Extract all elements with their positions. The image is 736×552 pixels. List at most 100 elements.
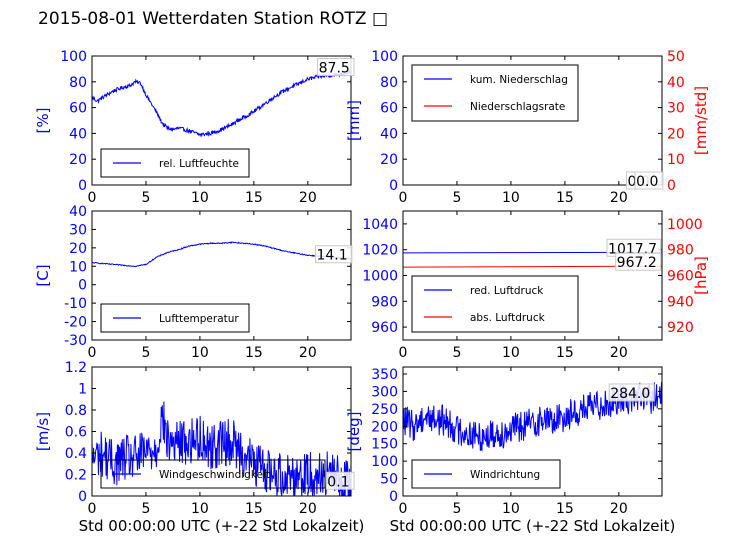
x-tick-label: 0 bbox=[88, 501, 97, 517]
series-line-lufttemperatur bbox=[92, 241, 351, 268]
x-tick-label: 5 bbox=[141, 345, 150, 361]
y-tick-label: 60 bbox=[380, 101, 398, 117]
x-tick-label: 10 bbox=[191, 190, 209, 206]
y-tick-label: 40 bbox=[380, 126, 398, 142]
y-tick-label: -10 bbox=[64, 296, 87, 312]
y-tick-label: 0 bbox=[78, 178, 87, 194]
y-tick-label: 0 bbox=[389, 178, 398, 194]
last-value-box bbox=[615, 252, 662, 271]
y-tick-label: 1 bbox=[78, 382, 87, 398]
x-tick-label: 10 bbox=[191, 345, 209, 361]
x-tick-label: 0 bbox=[88, 190, 97, 206]
figure-title: 2015-08-01 Wetterdaten Station ROTZ □ bbox=[38, 9, 388, 29]
axes-frame bbox=[402, 55, 663, 186]
figure-title-mark: □ bbox=[371, 9, 388, 29]
y-tick-label: 1000 bbox=[362, 269, 398, 285]
y-tick-label: 100 bbox=[371, 49, 398, 65]
y-tick-label: 60 bbox=[69, 101, 87, 117]
series-line-rel-luftfeuchte bbox=[92, 69, 351, 138]
x-tick-label: 5 bbox=[452, 190, 461, 206]
x-tick-label: 10 bbox=[191, 501, 209, 517]
x-tick-label: 10 bbox=[502, 501, 520, 517]
x-axis-label-left: Std 00:00:00 UTC (+-22 Std Lokalzeit) bbox=[79, 517, 365, 535]
y2-tick-label: 20 bbox=[667, 126, 685, 142]
y2-tick-label: 50 bbox=[667, 49, 685, 65]
y-tick-label: 20 bbox=[69, 152, 87, 168]
y-tick-label: 100 bbox=[371, 454, 398, 470]
x-tick-label: 15 bbox=[556, 190, 574, 206]
last-value-label: 0.1 bbox=[327, 474, 349, 490]
legend-frame bbox=[411, 64, 579, 122]
y2-axis-label: [hPa] bbox=[692, 256, 710, 295]
legend: kum. Niederschlag Niederschlagsrate bbox=[411, 64, 579, 122]
series-line-windgeschwindigkeit bbox=[92, 401, 351, 496]
x-tick-label: 0 bbox=[399, 501, 408, 517]
y-tick-label: 250 bbox=[371, 402, 398, 418]
x-tick-label: 5 bbox=[141, 190, 150, 206]
y-tick-label: 200 bbox=[371, 419, 398, 435]
y2-tick-label: 10 bbox=[667, 152, 685, 168]
legend-entry: Niederschlagsrate bbox=[470, 101, 565, 113]
x-tick-label: 20 bbox=[299, 190, 317, 206]
figure-title-text: 2015-08-01 Wetterdaten Station ROTZ bbox=[38, 9, 367, 29]
x-tick-label: 0 bbox=[88, 345, 97, 361]
y-tick-label: 100 bbox=[60, 49, 87, 65]
last-value-box bbox=[314, 245, 353, 264]
last-value-label: 0.0 bbox=[636, 174, 658, 190]
legend-entry: red. Luftdruck bbox=[470, 285, 544, 297]
x-tick-label: 20 bbox=[610, 345, 628, 361]
legend-entry: Lufttemperatur bbox=[159, 313, 239, 325]
legend-entry: Windgeschwindigkeit bbox=[159, 469, 270, 481]
legend: Windrichtung bbox=[411, 459, 561, 489]
x-tick-label: 0 bbox=[399, 190, 408, 206]
legend-frame bbox=[100, 148, 250, 178]
legend-entry: abs. Luftdruck bbox=[470, 312, 546, 324]
y-tick-label: 30 bbox=[69, 222, 87, 238]
y-axis-label: [%] bbox=[34, 108, 52, 134]
x-tick-label: 20 bbox=[610, 501, 628, 517]
y2-tick-label: 960 bbox=[667, 269, 694, 285]
y2-tick-label: 0 bbox=[667, 178, 676, 194]
legend: red. Luftdruck abs. Luftdruck bbox=[411, 275, 579, 333]
y-tick-label: 0.8 bbox=[65, 403, 87, 419]
last-value-label: 14.1 bbox=[316, 248, 347, 264]
y-tick-label: 40 bbox=[69, 126, 87, 142]
legend-entry: Windrichtung bbox=[470, 469, 540, 481]
legend-entry: rel. Luftfeuchte bbox=[159, 158, 239, 170]
y-tick-label: 20 bbox=[380, 152, 398, 168]
y-tick-label: 20 bbox=[69, 241, 87, 257]
last-value-box bbox=[317, 57, 355, 76]
y-tick-label: 80 bbox=[69, 75, 87, 91]
y2-tick-label: 980 bbox=[667, 243, 694, 259]
last-value-box bbox=[608, 383, 655, 402]
y-axis-label: [deg] bbox=[345, 412, 363, 452]
y-tick-label: 980 bbox=[371, 294, 398, 310]
y-tick-label: -30 bbox=[64, 333, 87, 349]
panel-temperature: 0 5 10 15 20 -30 -20 -10 0 10 20 30 40 [C] 14.1 Lufttem… bbox=[34, 204, 353, 361]
legend: rel. Luftfeuchte bbox=[100, 148, 250, 178]
y-tick-label: 0 bbox=[78, 278, 87, 294]
panel-pressure: 0 5 10 15 20 960 980 1000 1020 1040 920 940 960 980 10… bbox=[362, 210, 710, 361]
x-tick-label: 5 bbox=[452, 501, 461, 517]
y2-tick-label: 1000 bbox=[667, 217, 703, 233]
last-value-box bbox=[634, 171, 664, 190]
y2-tick-label: 940 bbox=[667, 294, 694, 310]
axes-frame bbox=[402, 366, 663, 497]
y2-tick-label: 40 bbox=[667, 75, 685, 91]
y-tick-label: 1040 bbox=[362, 217, 398, 233]
x-tick-label: 10 bbox=[502, 345, 520, 361]
y-tick-label: 50 bbox=[380, 472, 398, 488]
y-axis-label: [mm] bbox=[345, 100, 363, 141]
y2-tick-label: 30 bbox=[667, 101, 685, 117]
axes-frame bbox=[91, 55, 352, 186]
y-tick-label: -20 bbox=[64, 315, 87, 331]
last-value-box bbox=[325, 471, 355, 490]
x-tick-label: 15 bbox=[556, 501, 574, 517]
y-tick-label: 350 bbox=[371, 367, 398, 383]
x-tick-label: 5 bbox=[141, 501, 150, 517]
panel-wind-speed: 0 5 10 15 20 0 0.2 0.4 0.6 0.8 1 1.2 [m/s] 0.1 Windges… bbox=[34, 360, 355, 517]
y2-tick-label: 920 bbox=[667, 320, 694, 336]
x-tick-label: 15 bbox=[245, 501, 263, 517]
x-tick-label: 20 bbox=[299, 501, 317, 517]
